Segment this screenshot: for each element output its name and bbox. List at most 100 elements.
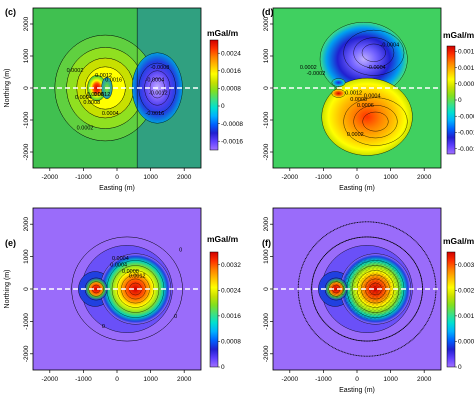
contour-label: 0 xyxy=(102,324,105,330)
y-axis-label: Northing (m) xyxy=(4,69,11,108)
contour-label: -0.0004 xyxy=(367,65,386,71)
colorbar-tick-label: 0 xyxy=(458,97,462,104)
contour-label: 0.0004 xyxy=(112,256,129,262)
x-tick-label: 2000 xyxy=(417,174,432,181)
x-tick-label: -2000 xyxy=(41,174,58,181)
contour-line xyxy=(343,29,405,76)
small-anomaly xyxy=(84,277,108,301)
plot-area xyxy=(33,8,201,168)
contour-label: 0.0012 xyxy=(129,274,146,280)
colorbar-tick-label: 0.0024 xyxy=(221,288,241,295)
y-tick-label: 2000 xyxy=(23,217,30,232)
colorbar-tick-label: 0.0006 xyxy=(458,81,474,88)
panel-1: 0.00020.00040.00060.00080.00120.00040.00… xyxy=(4,7,243,192)
colorbar-tick-label: 0 xyxy=(221,364,225,371)
y-tick-label: 2000 xyxy=(263,217,270,232)
contour-label: 0.0006 xyxy=(87,92,104,98)
y-tick-label: 2000 xyxy=(23,16,30,31)
colorbar-unit: mGal/m xyxy=(443,236,474,246)
x-tick-label: 1000 xyxy=(383,174,398,181)
y-tick-label: 0 xyxy=(263,287,270,291)
contour-line xyxy=(361,43,386,62)
contour-label: -0.0012 xyxy=(149,90,168,96)
y-tick-label: -1000 xyxy=(263,111,270,128)
contour-label: -0.0004 xyxy=(146,78,165,84)
colorbar xyxy=(209,39,219,151)
colorbar-tick-label: -0.0008 xyxy=(221,121,243,128)
contour-label: 0.0002 xyxy=(347,132,364,138)
colorbar-tick-label: 0.0008 xyxy=(221,86,241,93)
contour-label: 0.0016 xyxy=(105,78,122,84)
contour-label: 0.0008 xyxy=(83,100,100,106)
x-tick-label: 0 xyxy=(355,376,359,383)
y-tick-label: 1000 xyxy=(23,48,30,63)
contour-label: 0.0004 xyxy=(110,262,127,268)
y-tick-label: -1000 xyxy=(263,313,270,330)
y-axis-label: Northing (m) xyxy=(4,270,11,309)
contour-line xyxy=(353,105,398,139)
contour-line xyxy=(362,111,389,132)
panel-label: (f) xyxy=(262,238,271,248)
y-tick-label: -2000 xyxy=(23,345,30,362)
x-tick-label: 0 xyxy=(355,174,359,181)
positive-anomaly xyxy=(321,77,413,156)
plot-area xyxy=(33,208,201,370)
colorbar-tick-label: 0.0008 xyxy=(458,339,474,346)
contour-label: 0.0004 xyxy=(75,95,92,101)
positive-small-anomaly xyxy=(331,89,346,98)
colorbar-tick-label: 0.0012 xyxy=(458,65,474,72)
colorbar-tick-label: 0 xyxy=(221,103,225,110)
y-tick-label: 0 xyxy=(23,86,30,90)
contour-label: 0.0006 xyxy=(357,103,374,109)
x-tick-label: 2000 xyxy=(177,174,192,181)
contour-label: -0.0002 xyxy=(307,71,326,77)
panel-4: -2000 -1000 0 1000 2000 2000 1000 0 -1000 -2000 Ea… xyxy=(262,207,474,394)
contour-label: -0.0004 xyxy=(381,42,400,48)
x-tick-label: 0 xyxy=(115,174,119,181)
plot-area xyxy=(273,208,441,370)
x-tick-label: 1000 xyxy=(143,174,158,181)
panel-label: (d) xyxy=(262,7,274,17)
x-axis-label: Easting (m) xyxy=(339,185,375,192)
contour-label: 0 xyxy=(174,314,177,320)
colorbar-tick-label: 0.0024 xyxy=(221,50,241,57)
y-tick-label: 1000 xyxy=(23,249,30,264)
x-tick-label: -1000 xyxy=(315,174,332,181)
contour-label: 0.0012 xyxy=(345,90,362,96)
contour-label: 0.0012 xyxy=(95,73,112,79)
colorbar-tick-label: 0 xyxy=(458,364,462,371)
y-tick-label: -1000 xyxy=(23,111,30,128)
y-tick-label: 1000 xyxy=(263,48,270,63)
x-tick-label: -1000 xyxy=(75,376,92,383)
x-axis-label: Easting (m) xyxy=(99,185,135,192)
contour-label: 0.0002 xyxy=(67,68,84,74)
x-tick-label: 1000 xyxy=(143,376,158,383)
x-tick-label: -2000 xyxy=(281,376,298,383)
colorbar-tick-label: -0.0012 xyxy=(458,130,474,137)
y-tick-label: 1000 xyxy=(263,249,270,264)
y-tick-label: 0 xyxy=(263,86,270,90)
contour-label: 0.0008 xyxy=(350,97,367,103)
colorbar-tick-label: -0.0018 xyxy=(458,146,474,153)
contour-label: 0.0004 xyxy=(364,94,381,100)
negative-small-anomaly xyxy=(331,78,346,87)
noise-contour xyxy=(311,236,423,342)
y-tick-label: 2000 xyxy=(263,16,270,31)
panel-label: (e) xyxy=(5,238,16,248)
colorbar-tick-label: 0.0032 xyxy=(458,262,474,269)
colorbar xyxy=(446,251,456,368)
colorbar-tick-label: 0.0024 xyxy=(458,288,474,295)
y-tick-label: -2000 xyxy=(263,345,270,362)
noise-texture xyxy=(327,280,345,298)
contour-label: 0.0002 xyxy=(77,126,94,132)
plot-area xyxy=(273,8,441,168)
contour-line xyxy=(88,281,104,297)
contour-label: -0.0008 xyxy=(151,65,170,71)
x-tick-label: 1000 xyxy=(383,376,398,383)
colorbar-tick-label: 0.0016 xyxy=(221,313,241,320)
contour-label: 0.0004 xyxy=(102,111,119,117)
colorbar-tick-label: 0.0008 xyxy=(221,339,241,346)
contour-label: 0.0008 xyxy=(122,269,139,275)
colorbar-unit: mGal/m xyxy=(207,28,239,38)
